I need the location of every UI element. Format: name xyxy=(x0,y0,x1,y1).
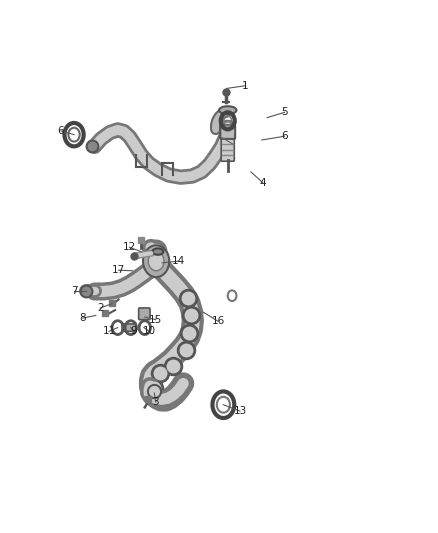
Text: 6: 6 xyxy=(281,131,288,141)
FancyBboxPatch shape xyxy=(221,137,234,161)
FancyBboxPatch shape xyxy=(220,125,235,139)
Ellipse shape xyxy=(219,106,237,114)
Text: 6: 6 xyxy=(58,126,64,136)
Text: 14: 14 xyxy=(172,256,185,266)
Text: 9: 9 xyxy=(131,326,137,336)
FancyBboxPatch shape xyxy=(122,324,136,332)
Text: 13: 13 xyxy=(233,406,247,416)
Circle shape xyxy=(148,252,164,271)
Text: 16: 16 xyxy=(212,316,225,326)
Text: 10: 10 xyxy=(143,326,155,336)
Text: 3: 3 xyxy=(152,397,159,407)
Text: 15: 15 xyxy=(149,314,162,325)
Text: 7: 7 xyxy=(71,286,78,296)
Ellipse shape xyxy=(152,248,163,255)
Text: 2: 2 xyxy=(97,303,103,313)
Text: 4: 4 xyxy=(259,177,266,188)
Text: 5: 5 xyxy=(281,107,288,117)
Text: 8: 8 xyxy=(79,313,86,323)
FancyBboxPatch shape xyxy=(139,308,150,320)
Circle shape xyxy=(143,245,169,277)
Text: 17: 17 xyxy=(112,265,125,275)
Text: 12: 12 xyxy=(123,243,136,252)
Text: 11: 11 xyxy=(102,326,116,336)
Text: 1: 1 xyxy=(242,81,248,91)
